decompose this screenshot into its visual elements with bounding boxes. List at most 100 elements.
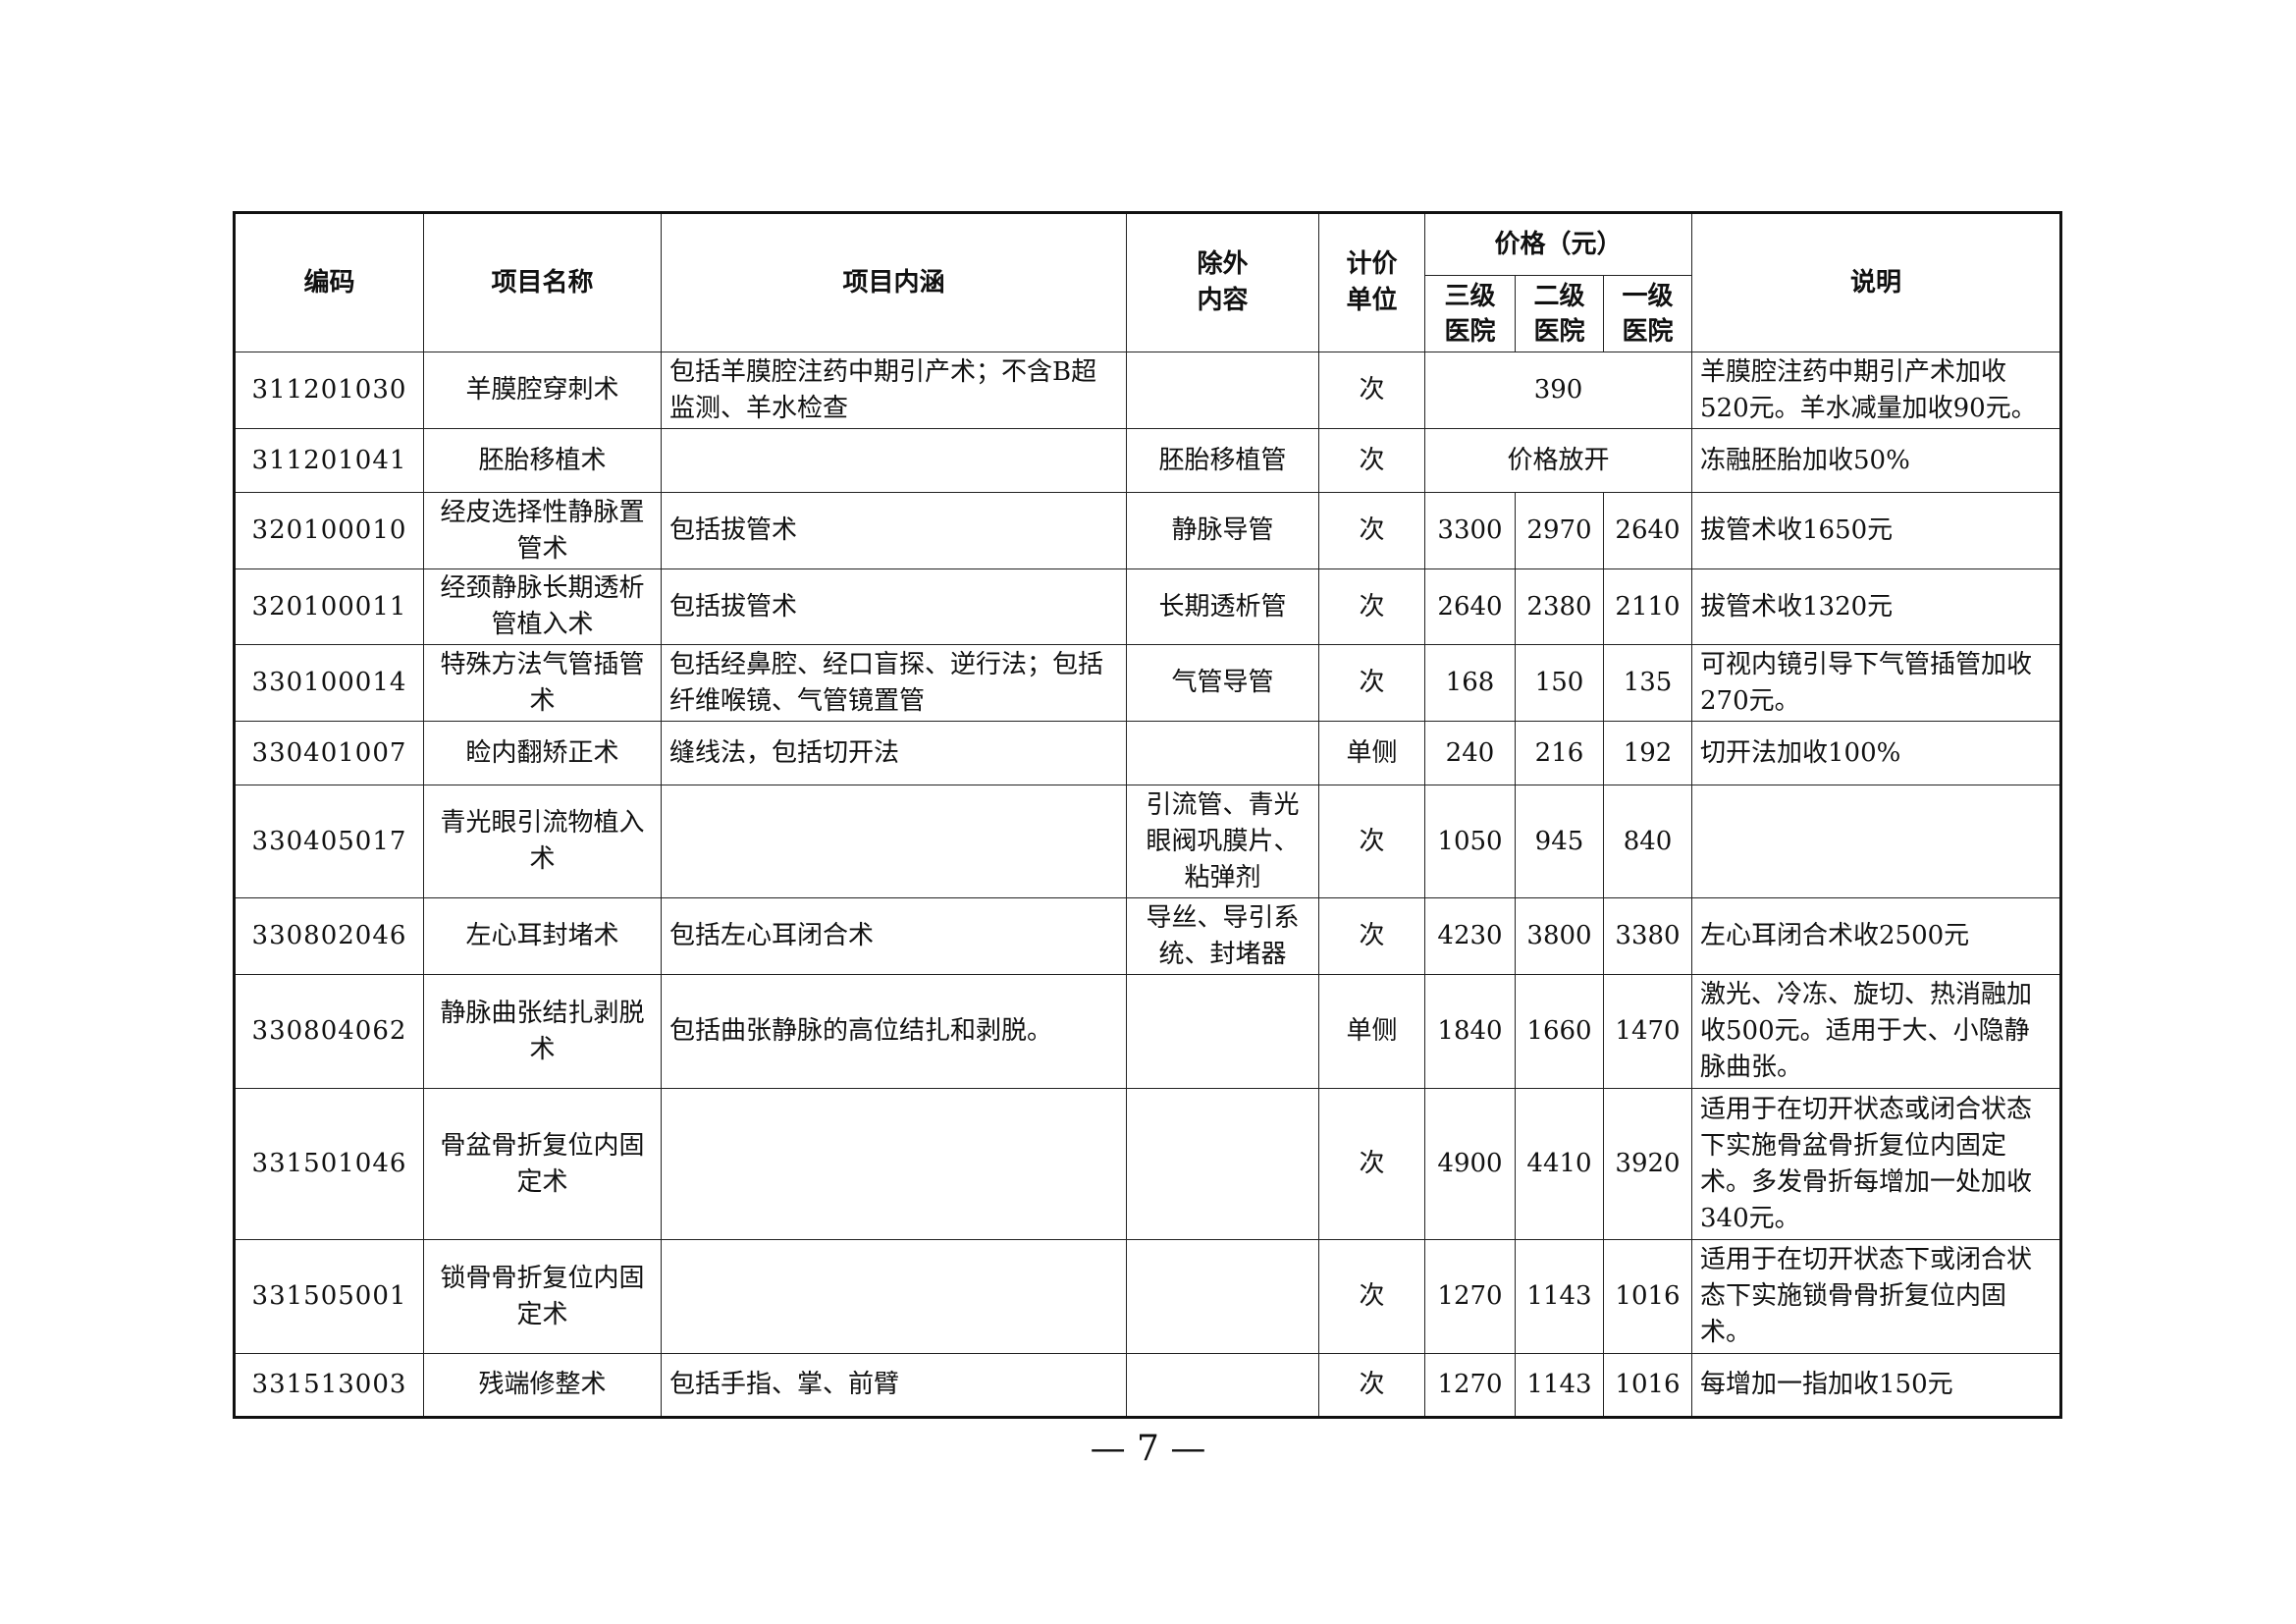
item-unit: 次 [1318,1088,1425,1240]
table-row: 331501046 骨盆骨折复位内固定术 次 4900 4410 3920 适用于在切开状态… [234,1088,2062,1240]
price-level2: 216 [1515,721,1604,785]
item-note: 左心耳闭合术收2500元 [1691,897,2062,975]
item-note: 适用于在切开状态或闭合状态下实施骨盆骨折复位内固定术。多发骨折每增加一处加收34… [1691,1088,2062,1240]
price-level2: 150 [1515,644,1604,722]
item-unit: 单侧 [1318,721,1425,785]
item-unit: 次 [1318,1239,1425,1354]
table-row: 320100010 经皮选择性静脉置管术 包括拔管术 静脉导管次 3300 2970 264… [234,492,2062,569]
header-unit: 计价 单位 [1318,212,1425,352]
price-level3: 4230 [1424,897,1516,975]
price-level1: 2640 [1602,492,1693,569]
price-level3: 1270 [1424,1239,1516,1354]
header-excluded: 除外 内容 [1126,212,1319,352]
item-price-merged: 390 [1423,352,1693,429]
item-excluded [1126,1353,1319,1418]
item-excluded: 气管导管 [1126,644,1319,722]
item-unit: 次 [1318,568,1425,645]
item-code: 331505001 [234,1239,424,1354]
price-level3: 1050 [1424,785,1516,898]
item-excluded [1126,721,1319,785]
header-level3: 三级 医院 [1424,275,1516,352]
item-excluded [1126,974,1319,1089]
item-content: 缝线法，包括切开法 [661,721,1127,785]
item-unit: 单侧 [1318,974,1425,1089]
item-unit: 次 [1318,352,1425,429]
item-name: 残端修整术 [423,1353,662,1418]
item-excluded [1126,1088,1319,1240]
item-note: 每增加一指加收150元 [1691,1353,2062,1418]
item-note: 拔管术收1320元 [1691,568,2062,645]
item-name: 青光眼引流物植入术 [423,785,662,898]
item-code: 330804062 [234,974,424,1089]
item-code: 330100014 [234,644,424,722]
price-level1: 2110 [1602,568,1693,645]
price-level3: 240 [1424,721,1516,785]
item-unit: 次 [1318,1353,1425,1418]
table-row: 331505001 锁骨骨折复位内固定术 次 1270 1143 1016 适用于在切开状态… [234,1239,2062,1354]
price-level2: 2380 [1515,568,1604,645]
price-level3: 3300 [1424,492,1516,569]
item-unit: 次 [1318,492,1425,569]
table-row: 330804062 静脉曲张结扎剥脱术 包括曲张静脉的高位结扎和剥脱。 单侧 1840 1… [234,974,2062,1089]
table-row: 331513003 残端修整术 包括手指、掌、前臂 次 1270 1143 1016 每增加一… [234,1353,2062,1418]
item-note: 可视内镜引导下气管插管加收270元。 [1691,644,2062,722]
item-name: 胚胎移植术 [423,428,662,493]
price-level3: 4900 [1424,1088,1516,1240]
item-code: 320100010 [234,492,424,569]
price-level2: 1143 [1515,1353,1604,1418]
item-name: 特殊方法气管插管术 [423,644,662,722]
page-number: — 7 — [1090,1429,1206,1469]
item-code: 330405017 [234,785,424,898]
price-level2: 3800 [1515,897,1604,975]
item-excluded [1126,352,1319,429]
header-content: 项目内涵 [661,212,1127,352]
item-name: 经颈静脉长期透析管植入术 [423,568,662,645]
item-note [1691,785,2062,898]
header-note: 说明 [1691,212,2062,352]
table-row: 330401007 睑内翻矫正术 缝线法，包括切开法 单侧 240 216 192 切开法加收… [234,721,2062,785]
item-note: 切开法加收100% [1691,721,2062,785]
price-level1: 840 [1602,785,1693,898]
price-level1: 135 [1602,644,1693,722]
item-code: 330802046 [234,897,424,975]
item-name: 骨盆骨折复位内固定术 [423,1088,662,1240]
item-content: 包括羊膜腔注药中期引产术；不含B超监测、羊水检查 [661,352,1127,429]
item-unit: 次 [1318,897,1425,975]
header-name: 项目名称 [423,212,662,352]
table-row: 311201041 胚胎移植术 胚胎移植管次价格放开 冻融胚胎加收50% [234,428,2062,493]
item-excluded: 胚胎移植管 [1126,428,1319,493]
price-level1: 3920 [1602,1088,1693,1240]
item-content: 包括拔管术 [661,568,1127,645]
item-code: 331501046 [234,1088,424,1240]
item-excluded: 长期透析管 [1126,568,1319,645]
item-content: 包括曲张静脉的高位结扎和剥脱。 [661,974,1127,1089]
price-level2: 945 [1515,785,1604,898]
item-content [661,1088,1127,1240]
price-level1: 1016 [1602,1239,1693,1354]
price-level2: 2970 [1515,492,1604,569]
item-excluded: 导丝、导引系统、封堵器 [1126,897,1319,975]
item-note: 激光、冷冻、旋切、热消融加收500元。适用于大、小隐静脉曲张。 [1691,974,2062,1089]
item-price-merged: 价格放开 [1423,428,1693,493]
item-code: 330401007 [234,721,424,785]
item-note: 拔管术收1650元 [1691,492,2062,569]
item-code: 331513003 [234,1353,424,1418]
price-level3: 1840 [1424,974,1516,1089]
header-code: 编码 [234,212,424,352]
item-note: 适用于在切开状态下或闭合状态下实施锁骨骨折复位内固术。 [1691,1239,2062,1354]
item-excluded: 引流管、青光眼阀巩膜片、粘弹剂 [1126,785,1319,898]
item-name: 经皮选择性静脉置管术 [423,492,662,569]
table-row: 330100014 特殊方法气管插管术 包括经鼻腔、经口盲探、逆行法；包括纤维喉镜、… [234,644,2062,722]
table-row: 311201030 羊膜腔穿刺术 包括羊膜腔注药中期引产术；不含B超监测、羊水检查 次… [234,352,2062,429]
price-level1: 1470 [1602,974,1693,1089]
item-content: 包括手指、掌、前臂 [661,1353,1127,1418]
item-name: 左心耳封堵术 [423,897,662,975]
price-level2: 1660 [1515,974,1604,1089]
table-row: 330802046 左心耳封堵术 包括左心耳闭合术 导丝、导引系统、封堵器次 4230 3… [234,897,2062,975]
item-code: 320100011 [234,568,424,645]
item-code: 311201030 [234,352,424,429]
header-price: 价格（元） [1423,212,1693,276]
price-table: 编码 项目名称 项目内涵 除外 内容 计价 单位 价格（元） 说明 三级 医院 … [233,211,2063,1419]
item-note: 冻融胚胎加收50% [1691,428,2062,493]
price-level3: 168 [1424,644,1516,722]
